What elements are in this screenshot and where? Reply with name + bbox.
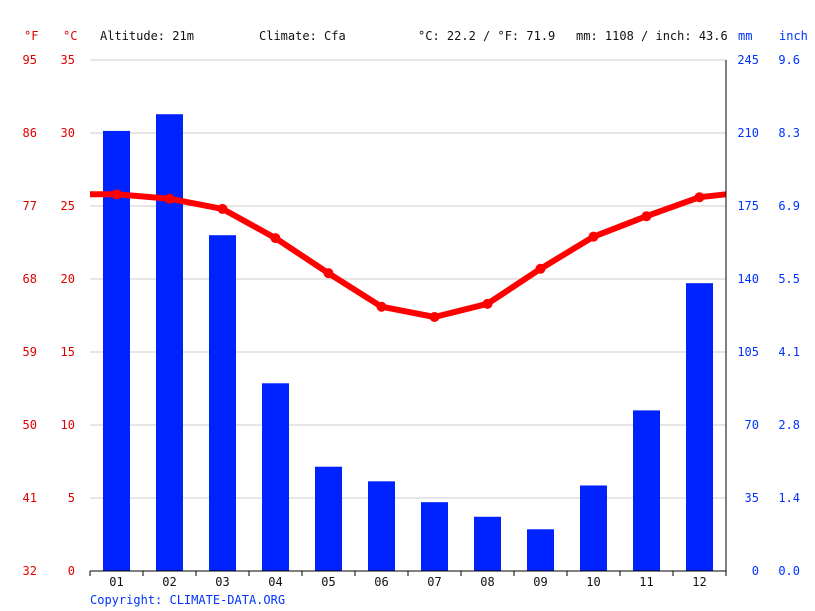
month-label: 03 bbox=[215, 575, 229, 589]
fahrenheit-tick-label: 77 bbox=[23, 199, 37, 213]
precipitation-bar bbox=[580, 485, 607, 571]
temperature-point bbox=[270, 233, 281, 244]
inch-tick-label: 4.1 bbox=[778, 345, 800, 359]
celsius-tick-label: 25 bbox=[61, 199, 75, 213]
temperature-point bbox=[111, 189, 122, 200]
mm-axis: 245 210 175 140 105 70 35 0 bbox=[737, 53, 759, 578]
precipitation-bar bbox=[633, 410, 660, 571]
celsius-tick-label: 20 bbox=[61, 272, 75, 286]
celsius-tick-label: 5 bbox=[68, 491, 75, 505]
temperature-line bbox=[90, 189, 727, 322]
climate-label: Climate: Cfa bbox=[259, 29, 346, 43]
celsius-tick-label: 15 bbox=[61, 345, 75, 359]
celsius-axis: 35 30 25 20 15 10 5 0 bbox=[61, 53, 75, 578]
month-label: 01 bbox=[109, 575, 123, 589]
precipitation-bar bbox=[421, 502, 448, 571]
fahrenheit-tick-label: 68 bbox=[23, 272, 37, 286]
inch-tick-label: 9.6 bbox=[778, 53, 800, 67]
temperature-point bbox=[376, 301, 387, 312]
precipitation-bar bbox=[527, 529, 554, 571]
mm-tick-label: 140 bbox=[737, 272, 759, 286]
precipitation-bar bbox=[156, 114, 183, 571]
unit-fahrenheit: °F bbox=[24, 29, 38, 43]
precipitation-bar bbox=[209, 235, 236, 571]
fahrenheit-tick-label: 86 bbox=[23, 126, 37, 140]
fahrenheit-tick-label: 41 bbox=[23, 491, 37, 505]
unit-celsius: °C bbox=[63, 29, 77, 43]
celsius-tick-label: 30 bbox=[61, 126, 75, 140]
precipitation-bar bbox=[103, 130, 130, 571]
month-label: 12 bbox=[692, 575, 706, 589]
mm-tick-label: 105 bbox=[737, 345, 759, 359]
month-label: 05 bbox=[321, 575, 335, 589]
temperature-point bbox=[694, 192, 705, 203]
temperature-point bbox=[641, 211, 652, 222]
mm-tick-label: 245 bbox=[737, 53, 759, 67]
precipitation-total: mm: 1108 / inch: 43.6 bbox=[576, 29, 728, 43]
x-axis: 01 02 03 04 05 06 07 08 09 10 11 12 bbox=[89, 60, 727, 589]
inch-tick-label: 1.4 bbox=[778, 491, 800, 505]
fahrenheit-tick-label: 32 bbox=[23, 564, 37, 578]
precipitation-bar bbox=[368, 481, 395, 571]
temperature-average: °C: 22.2 / °F: 71.9 bbox=[418, 29, 555, 43]
temperature-point bbox=[588, 231, 599, 242]
temperature-point bbox=[429, 311, 440, 322]
inch-tick-label: 8.3 bbox=[778, 126, 800, 140]
inch-tick-label: 5.5 bbox=[778, 272, 800, 286]
month-label: 08 bbox=[480, 575, 494, 589]
month-label: 07 bbox=[427, 575, 441, 589]
fahrenheit-tick-label: 50 bbox=[23, 418, 37, 432]
altitude-label: Altitude: 21m bbox=[100, 29, 194, 43]
celsius-tick-label: 10 bbox=[61, 418, 75, 432]
mm-tick-label: 175 bbox=[737, 199, 759, 213]
temperature-point bbox=[164, 193, 175, 204]
temperature-point bbox=[217, 203, 228, 214]
month-label: 06 bbox=[374, 575, 388, 589]
month-label: 02 bbox=[162, 575, 176, 589]
inch-tick-label: 0.0 bbox=[778, 564, 800, 578]
month-label: 10 bbox=[586, 575, 600, 589]
mm-tick-label: 70 bbox=[745, 418, 759, 432]
inch-axis: 9.6 8.3 6.9 5.5 4.1 2.8 1.4 0.0 bbox=[778, 53, 800, 578]
month-label: 11 bbox=[639, 575, 653, 589]
celsius-tick-label: 0 bbox=[68, 564, 75, 578]
unit-inch: inch bbox=[779, 29, 808, 43]
fahrenheit-tick-label: 95 bbox=[23, 53, 37, 67]
temperature-point bbox=[323, 268, 334, 279]
month-label: 04 bbox=[268, 575, 282, 589]
inch-tick-label: 6.9 bbox=[778, 199, 800, 213]
precipitation-bar bbox=[315, 466, 342, 571]
unit-mm: mm bbox=[738, 29, 752, 43]
fahrenheit-tick-label: 59 bbox=[23, 345, 37, 359]
grid-lines bbox=[90, 59, 726, 499]
mm-tick-label: 0 bbox=[752, 564, 759, 578]
month-label: 09 bbox=[533, 575, 547, 589]
precipitation-bar bbox=[474, 516, 501, 571]
inch-tick-label: 2.8 bbox=[778, 418, 800, 432]
fahrenheit-axis: 95 86 77 68 59 50 41 32 bbox=[23, 53, 37, 578]
precipitation-bar bbox=[262, 383, 289, 571]
temperature-point bbox=[535, 263, 546, 274]
temperature-path bbox=[90, 191, 727, 320]
temperature-point bbox=[482, 298, 493, 309]
precipitation-bars bbox=[103, 114, 713, 571]
copyright-link[interactable]: Copyright: CLIMATE-DATA.ORG bbox=[90, 593, 285, 607]
celsius-tick-label: 35 bbox=[61, 53, 75, 67]
mm-tick-label: 210 bbox=[737, 126, 759, 140]
precipitation-bar bbox=[686, 283, 713, 571]
mm-tick-label: 35 bbox=[745, 491, 759, 505]
